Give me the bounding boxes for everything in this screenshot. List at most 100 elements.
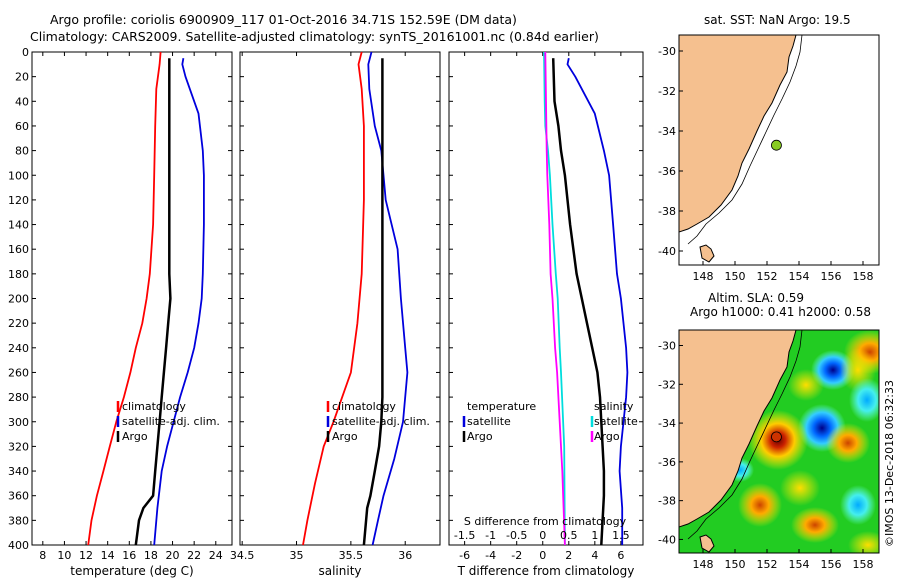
x-tick-label: 24 [209,549,223,562]
secondary-x-tick-label: 0.5 [560,529,578,542]
legend-label: Argo [332,430,358,443]
x-tick-label: 6 [617,549,624,562]
x-tick-label: 34.5 [230,549,255,562]
difference-profile-panel: -6 -4 -2 0 2 4 6 T difference from climatology t… [448,51,644,578]
legend-label: climatology [332,400,396,413]
series-line-satellite-adj-clim- [153,58,205,546]
map-y-tick-label: -40 [658,533,676,546]
x-tick-label: 10 [57,549,71,562]
map-y-tick-label: -34 [658,417,676,430]
sst-map: -30 -32 -34 -36 -38 -40 148 150 152 154 156 158 [658,34,880,283]
secondary-x-tick-label: -0.5 [506,529,527,542]
y-tick-label: 60 [15,120,29,133]
legend-label: Argo [594,430,620,443]
x-tick-label: 18 [144,549,158,562]
sla-map-shelf-contour [687,330,803,540]
secondary-x-tick-label: -1 [485,529,496,542]
series-line-t-argo [551,58,606,546]
sla-anomaly [788,369,824,401]
legend-label: temperature [467,400,536,413]
sla-anomaly [791,507,839,543]
x-tick-label: 22 [187,549,201,562]
y-tick-label: 0 [22,46,29,59]
series-line-s-argo [544,51,566,546]
x-tick-label: 12 [79,549,93,562]
sla-anomaly [738,483,782,527]
sst-map-tasmania [699,244,715,263]
secondary-axis-title: S difference from climatology [464,515,627,528]
legend-label: satellite-adj. clim. [122,415,220,428]
x-tick-label: 16 [122,549,136,562]
series-line-satellite-adj-clim- [367,51,409,546]
sla-map-title: Altim. SLA: 0.59 [708,291,804,305]
y-tick-label: 300 [8,416,29,429]
sst-map-frame [678,34,880,266]
series-line-t-satellite [566,58,629,545]
series-line-climatology [87,51,162,546]
map-x-tick-label: 156 [821,558,842,571]
secondary-x-tick-label: 0 [539,529,546,542]
series-line-argo [134,58,172,546]
y-tick-label: 160 [8,243,29,256]
salinity-profile-panel: 34.5 35 35.5 36 salinity climatology satellite… [230,51,441,578]
sla-map-subtitle: Argo h1000: 0.41 h2000: 0.58 [690,305,871,319]
map-x-tick-label: 156 [821,270,842,283]
map-y-tick-label: -32 [658,378,676,391]
map-x-tick-label: 150 [725,558,746,571]
sla-map-tasmania [699,534,715,553]
sla-map-land [679,330,797,528]
x-axis-label: salinity [318,564,361,578]
map-x-tick-label: 150 [725,270,746,283]
legend-label: Argo [122,430,148,443]
series-line-climatology [302,51,365,546]
argo-location-marker [771,139,782,151]
y-tick-label: 100 [8,169,29,182]
map-y-tick-label: -38 [658,495,676,508]
y-tick-label: 340 [8,465,29,478]
y-tick-label: 120 [8,194,29,207]
y-tick-label: 140 [8,219,29,232]
map-x-tick-label: 154 [789,270,810,283]
sla-map: -30 -32 -34 -36 -38 -40 148 150 152 154 156 158 [658,329,880,571]
map-y-tick-label: -38 [658,205,676,218]
x-tick-label: -4 [485,549,496,562]
map-y-tick-label: -30 [658,340,676,353]
map-x-tick-label: 158 [853,270,874,283]
y-tick-label: 20 [15,71,29,84]
x-tick-label: 8 [39,549,46,562]
sla-anomaly [826,423,870,463]
x-tick-label: 14 [101,549,115,562]
legend-label: satellite [467,415,511,428]
x-axis-label: temperature (deg C) [70,564,193,578]
map-x-tick-label: 148 [693,270,714,283]
argo-location-marker [771,431,782,443]
y-tick-label: 280 [8,391,29,404]
y-tick-label: 40 [15,95,29,108]
sla-anomaly [840,485,876,525]
sla-anomaly [849,378,879,422]
y-tick-label: 320 [8,440,29,453]
x-tick-label: 0 [539,549,546,562]
plot-frame [239,51,441,546]
map-x-tick-label: 152 [757,558,778,571]
map-y-tick-label: -32 [658,85,676,98]
copyright-watermark: ©IMOS 13-Dec-2018 06:32:33 [883,380,896,547]
legend-label: salinity [594,400,634,413]
y-tick-label: 200 [8,293,29,306]
series-line-s-satellite [543,51,566,546]
sla-map-frame [678,329,880,554]
secondary-x-tick-label: -1.5 [454,529,475,542]
legend-label: satellite [594,415,638,428]
y-tick-label: 380 [8,514,29,527]
x-tick-label: 4 [591,549,598,562]
map-x-tick-label: 154 [789,558,810,571]
x-tick-label: -2 [511,549,522,562]
map-x-tick-label: 158 [853,558,874,571]
y-tick-label: 260 [8,366,29,379]
y-tick-label: 80 [15,145,29,158]
x-tick-label: 35.5 [339,549,364,562]
map-x-tick-label: 152 [757,270,778,283]
x-tick-label: -6 [459,549,470,562]
sst-map-title: sat. SST: NaN Argo: 19.5 [704,13,851,27]
